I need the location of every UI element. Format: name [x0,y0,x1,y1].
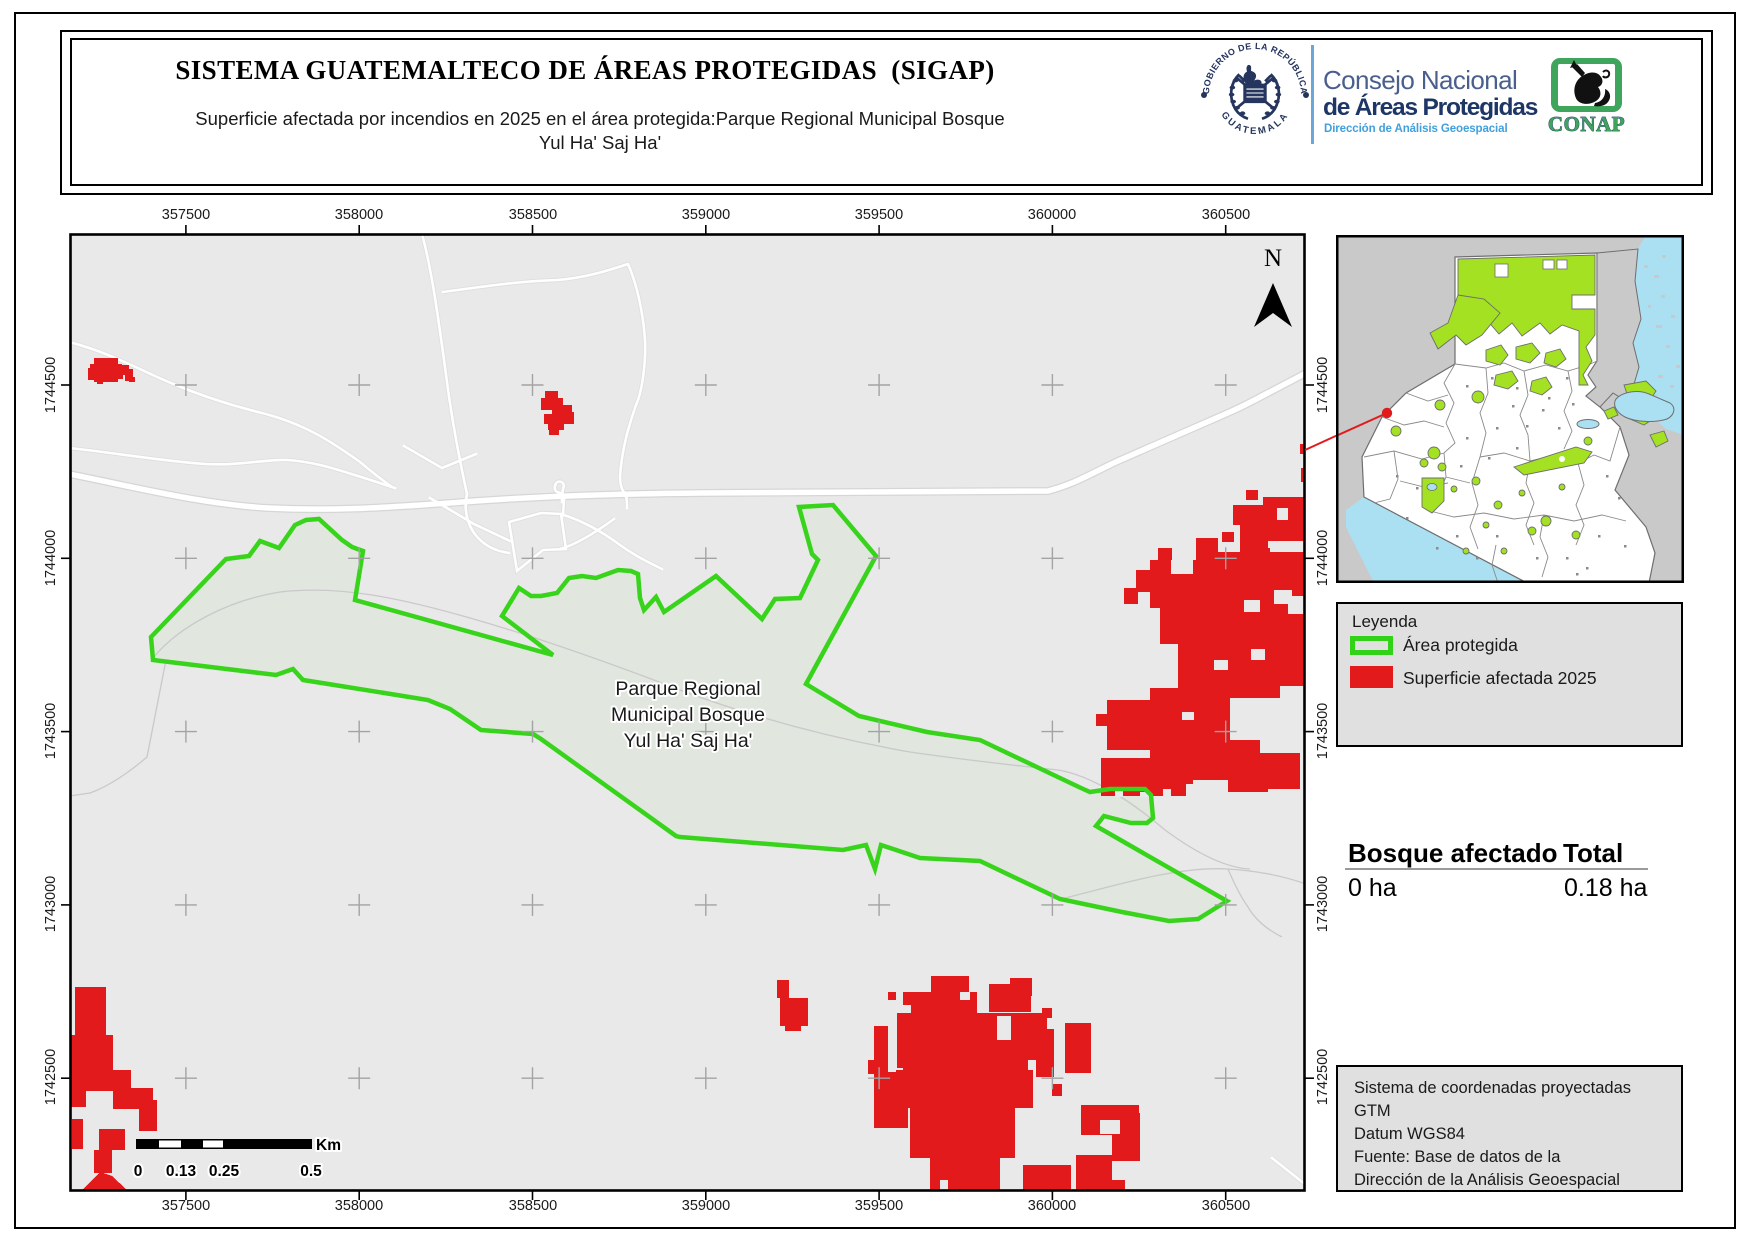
svg-text:0.5: 0.5 [300,1163,322,1180]
svg-text:Parque Regional: Parque Regional [615,678,760,700]
svg-text:GUATEMALA: GUATEMALA [1219,110,1292,137]
svg-text:0.25: 0.25 [209,1163,240,1180]
svg-text:0.13: 0.13 [166,1163,197,1180]
svg-text:Km: Km [316,1137,341,1154]
svg-text:0: 0 [134,1163,143,1180]
svg-text:N: N [1264,245,1282,272]
svg-text:Municipal Bosque: Municipal Bosque [611,704,765,726]
svg-text:CONAP: CONAP [1548,112,1625,136]
svg-text:Yul Ha' Saj Ha': Yul Ha' Saj Ha' [624,730,753,752]
